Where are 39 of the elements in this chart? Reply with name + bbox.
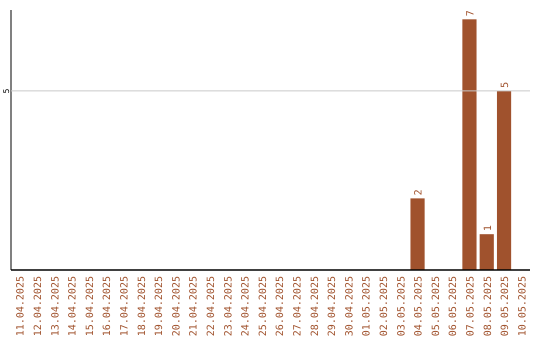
x-tick-label: 22.04.2025 bbox=[206, 276, 217, 336]
x-tick-label: 12.04.2025 bbox=[32, 276, 44, 336]
data-label: 7 bbox=[465, 10, 476, 16]
data-label: 2 bbox=[414, 189, 425, 196]
x-tick-label: 01.05.2025 bbox=[362, 276, 373, 336]
x-tick-label: 20.04.2025 bbox=[171, 276, 182, 336]
x-tick-label: 29.04.2025 bbox=[327, 276, 338, 336]
x-tick-label: 18.04.2025 bbox=[136, 276, 148, 336]
bar bbox=[462, 19, 477, 270]
x-tick-label: 23.04.2025 bbox=[223, 276, 234, 336]
x-tick-label: 02.05.2025 bbox=[378, 276, 390, 336]
bar bbox=[480, 234, 494, 270]
x-tick-label: 14.04.2025 bbox=[68, 276, 79, 336]
x-tick-label: 15.04.2025 bbox=[84, 276, 96, 336]
x-tick-label: 07.05.2025 bbox=[465, 276, 476, 336]
x-tick-label: 10.05.2025 bbox=[517, 276, 528, 336]
x-tick-label: 06.05.2025 bbox=[448, 276, 460, 336]
x-tick-label: 25.04.2025 bbox=[258, 276, 269, 336]
data-label: 1 bbox=[482, 225, 494, 232]
x-tick-label: 27.04.2025 bbox=[292, 276, 304, 336]
x-tick-label: 03.05.2025 bbox=[396, 276, 408, 336]
x-tick-label: 08.05.2025 bbox=[482, 276, 494, 336]
x-tick-label: 26.04.2025 bbox=[275, 276, 286, 336]
data-label: 5 bbox=[500, 82, 512, 88]
ref-line-label: 5 bbox=[2, 88, 11, 94]
x-tick-label: 17.04.2025 bbox=[119, 276, 130, 336]
x-tick-label: 28.04.2025 bbox=[310, 276, 321, 336]
bar bbox=[496, 90, 512, 270]
x-tick-label: 13.04.2025 bbox=[50, 276, 62, 336]
x-tick-label: 21.04.2025 bbox=[188, 276, 200, 336]
x-tick-label: 16.04.2025 bbox=[102, 276, 114, 336]
x-tick-label: 11.04.2025 bbox=[16, 276, 27, 336]
x-tick-label: 05.05.2025 bbox=[430, 276, 442, 336]
x-tick-label: 30.04.2025 bbox=[344, 276, 356, 336]
x-tick-label: 24.04.2025 bbox=[240, 276, 252, 336]
x-tick-label: 19.04.2025 bbox=[154, 276, 166, 336]
bar bbox=[410, 198, 425, 270]
x-tick-label: 04.05.2025 bbox=[414, 276, 425, 336]
x-tick-label: 09.05.2025 bbox=[500, 276, 512, 336]
